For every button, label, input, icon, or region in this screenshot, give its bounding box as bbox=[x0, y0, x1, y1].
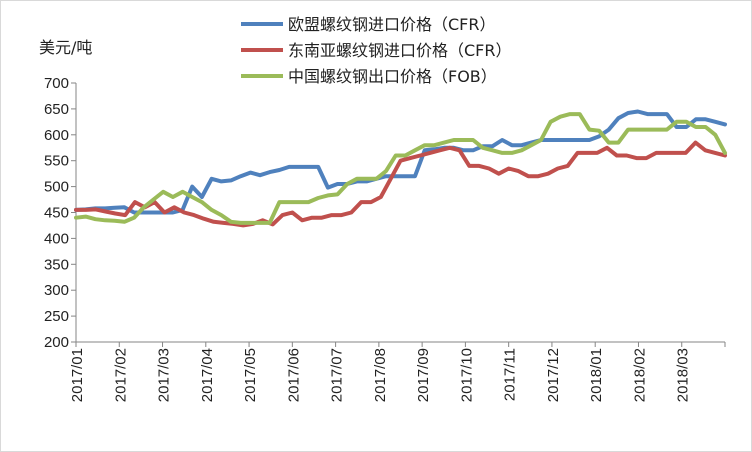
y-tick-label: 650 bbox=[44, 101, 69, 118]
y-tick-label: 300 bbox=[44, 282, 69, 299]
legend-label-2: 东南亚螺纹钢进口价格（CFR） bbox=[288, 41, 512, 60]
series-line-1 bbox=[74, 109, 727, 215]
x-tick-label: 2017/11 bbox=[502, 348, 519, 401]
y-tick-label: 400 bbox=[44, 230, 69, 247]
x-tick-label: 2017/09 bbox=[415, 348, 432, 402]
y-tick-label: 500 bbox=[44, 179, 69, 196]
y-tick-label: 550 bbox=[44, 153, 69, 170]
x-tick-label: 2018/01 bbox=[588, 348, 605, 402]
y-tick-label: 700 bbox=[44, 75, 69, 92]
x-tick-label: 2017/05 bbox=[242, 348, 259, 402]
x-tick-label: 2017/06 bbox=[285, 348, 302, 402]
x-tick-label: 2017/10 bbox=[458, 348, 475, 402]
y-tick-label: 250 bbox=[44, 308, 69, 325]
legend: 欧盟螺纹钢进口价格（CFR） 东南亚螺纹钢进口价格（CFR） 中国螺纹钢出口价格（F… bbox=[241, 15, 512, 86]
x-tick-label: 2017/04 bbox=[199, 348, 216, 402]
x-tick-label: 2018/02 bbox=[631, 348, 648, 402]
x-tick-label: 2017/02 bbox=[112, 348, 129, 402]
x-tick-label: 2018/03 bbox=[675, 348, 692, 402]
x-tick-label: 2017/12 bbox=[545, 348, 562, 402]
series-line-3 bbox=[74, 112, 727, 225]
x-tick-label: 2017/01 bbox=[69, 348, 86, 402]
y-axis-unit-label: 美元/吨 bbox=[39, 38, 92, 57]
y-tick-label: 600 bbox=[44, 127, 69, 144]
series-lines bbox=[74, 109, 727, 228]
x-tick-label: 2017/03 bbox=[156, 348, 173, 402]
x-tick-label: 2017/07 bbox=[329, 348, 346, 402]
y-tick-label: 200 bbox=[44, 334, 69, 351]
y-tick-label: 350 bbox=[44, 256, 69, 273]
y-tick-label: 450 bbox=[44, 205, 69, 222]
legend-label-1: 欧盟螺纹钢进口价格（CFR） bbox=[288, 15, 496, 34]
tick-labels: 200 250 300 350 400 450 500 550 600 650 700 2017/01… bbox=[44, 75, 692, 402]
axes bbox=[71, 82, 726, 347]
series-line-2 bbox=[74, 140, 727, 228]
x-tick-label: 2017/08 bbox=[372, 348, 389, 402]
legend-label-3: 中国螺纹钢出口价格（FOB） bbox=[288, 67, 497, 86]
